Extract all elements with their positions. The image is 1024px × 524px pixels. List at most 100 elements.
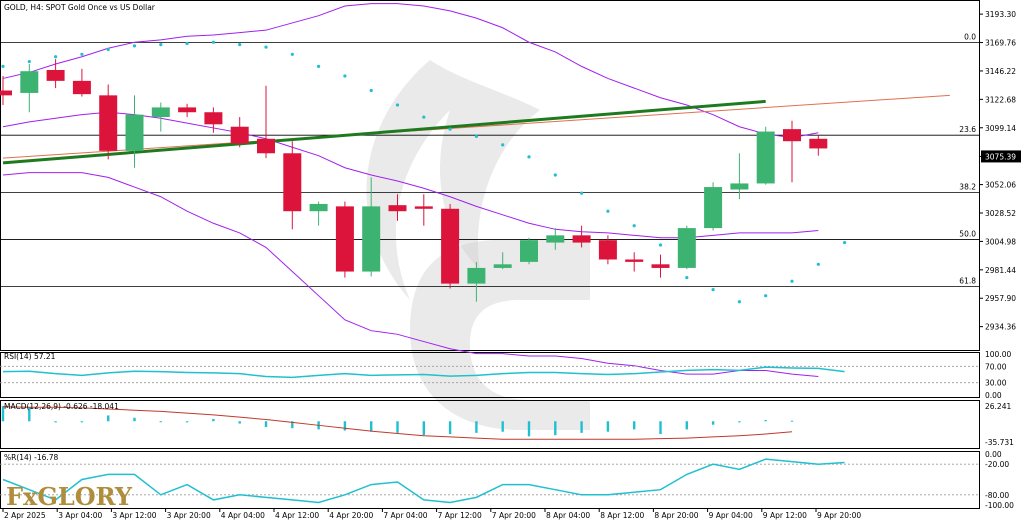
candle-body (20, 71, 39, 93)
macd-histogram-bar (396, 421, 399, 433)
price-tick-label: 2981.44 (985, 266, 1016, 275)
price-tick-label: 3169.76 (985, 39, 1016, 48)
candle-body (335, 206, 354, 272)
price-tick-label: 3193.30 (985, 10, 1016, 19)
candle-body (704, 187, 723, 229)
sar-dot (211, 40, 215, 44)
bollinger-upper (2, 3, 819, 139)
candle-body (756, 131, 775, 184)
candle (362, 177, 381, 277)
watermark-flame (366, 60, 540, 300)
wpr-tick-label: 0.00 (985, 450, 1002, 459)
wpr-tick-label: -100.00 (985, 501, 1014, 510)
candle (756, 126, 775, 185)
candle-body (677, 228, 696, 268)
wpr-label: %R(14) -16.78 (4, 453, 59, 462)
time-tick-label: 9 Apr 20:00 (817, 511, 861, 520)
candle (546, 228, 565, 250)
sar-dot (501, 143, 505, 147)
candle (730, 153, 749, 200)
macd-histogram-bar (554, 421, 557, 436)
candle-body (99, 95, 118, 151)
macd-histogram-bar (475, 421, 478, 433)
time-tick-label: 7 Apr 04:00 (383, 511, 427, 520)
candlestick-series (0, 59, 828, 302)
macd-tick-label: 26.241 (985, 402, 1011, 411)
macd-histogram-bar (633, 421, 636, 430)
candle (704, 182, 723, 231)
macd-histogram-bar (580, 421, 583, 433)
fib-label: 0.0 (964, 33, 976, 42)
sar-dot (422, 115, 426, 119)
sar-dot (343, 74, 347, 78)
candle (625, 252, 644, 272)
candle (151, 102, 170, 132)
sar-dot (527, 155, 531, 159)
candle (651, 254, 670, 278)
macd-histogram-bar (264, 421, 268, 428)
candle (283, 141, 302, 230)
parabolic-sar (1, 40, 847, 304)
macd-histogram-bar (606, 421, 610, 432)
time-tick-label: 7 Apr 12:00 (438, 511, 482, 520)
sar-dot (1, 64, 5, 68)
candle (677, 225, 696, 270)
price-tick-label: 2934.36 (985, 323, 1016, 332)
sar-dot (106, 47, 110, 52)
fib-label: 61.8 (959, 277, 976, 286)
macd-histogram-bar (422, 421, 425, 436)
time-tick-label: 9 Apr 04:00 (709, 511, 753, 520)
time-tick-label: 4 Apr 04:00 (221, 511, 265, 520)
macd-histogram-bar (28, 407, 31, 422)
fibonacci-levels: 0.0 23.6 38.2 50.0 61.8 (0, 33, 979, 288)
sar-dot (54, 55, 58, 59)
price-axis: 3193.30 3169.76 3146.22 3122.68 3099.14 3075.… (979, 10, 1021, 332)
macd-histogram-bar (343, 421, 347, 431)
time-axis: 2 Apr 2025 3 Apr 04:00 3 Apr 12:00 3 Apr 20… (2, 508, 861, 520)
wpr-line (2, 458, 845, 504)
candle-body (625, 259, 644, 262)
candle-body (572, 235, 591, 243)
macd-histogram-bar (54, 421, 57, 423)
candle-body (283, 153, 302, 212)
macd-histogram-bar (133, 417, 136, 422)
candle-body (441, 208, 460, 284)
watermark-g-shape (410, 240, 590, 430)
sar-dot (80, 52, 84, 56)
candle-body (388, 205, 407, 212)
candle-body (46, 70, 65, 81)
candle (520, 237, 538, 265)
candle-body (125, 114, 144, 151)
macd-histogram-bar (80, 421, 84, 423)
macd-histogram-bar (448, 421, 452, 435)
time-tick-label: 3 Apr 12:00 (112, 511, 156, 520)
candle (20, 63, 39, 113)
candle-body (783, 129, 801, 142)
candle (99, 84, 118, 160)
time-tick-label: 7 Apr 20:00 (492, 511, 536, 520)
candle (178, 103, 197, 118)
macd-label: MACD(12,26,9) -0.626 -18.041 (4, 402, 119, 411)
candle (230, 117, 249, 148)
wpr-panel: 0.00-20.00 -80.00-100.00 (0, 450, 1014, 510)
candle (257, 85, 275, 159)
macd-histogram-bar (212, 418, 215, 422)
panel-frame (0, 451, 980, 509)
candle (414, 194, 433, 226)
time-tick-label: 8 Apr 04:00 (546, 511, 590, 520)
candle (809, 135, 828, 156)
candle-body (362, 206, 381, 272)
time-tick-label: 4 Apr 20:00 (329, 511, 373, 520)
sar-dot (238, 43, 242, 47)
macd-histogram-bar (501, 421, 504, 432)
candle (467, 261, 486, 302)
sar-dot (264, 45, 268, 49)
price-tick-label: 3004.98 (985, 237, 1016, 246)
sar-dot (737, 300, 742, 304)
rsi-label: RSI(14) 57.21 (4, 352, 56, 361)
time-tick-label: 2 Apr 2025 (4, 511, 46, 520)
candle-body (493, 264, 512, 268)
candle (441, 203, 460, 289)
fxglory-logo: FxGLORY (6, 482, 133, 511)
